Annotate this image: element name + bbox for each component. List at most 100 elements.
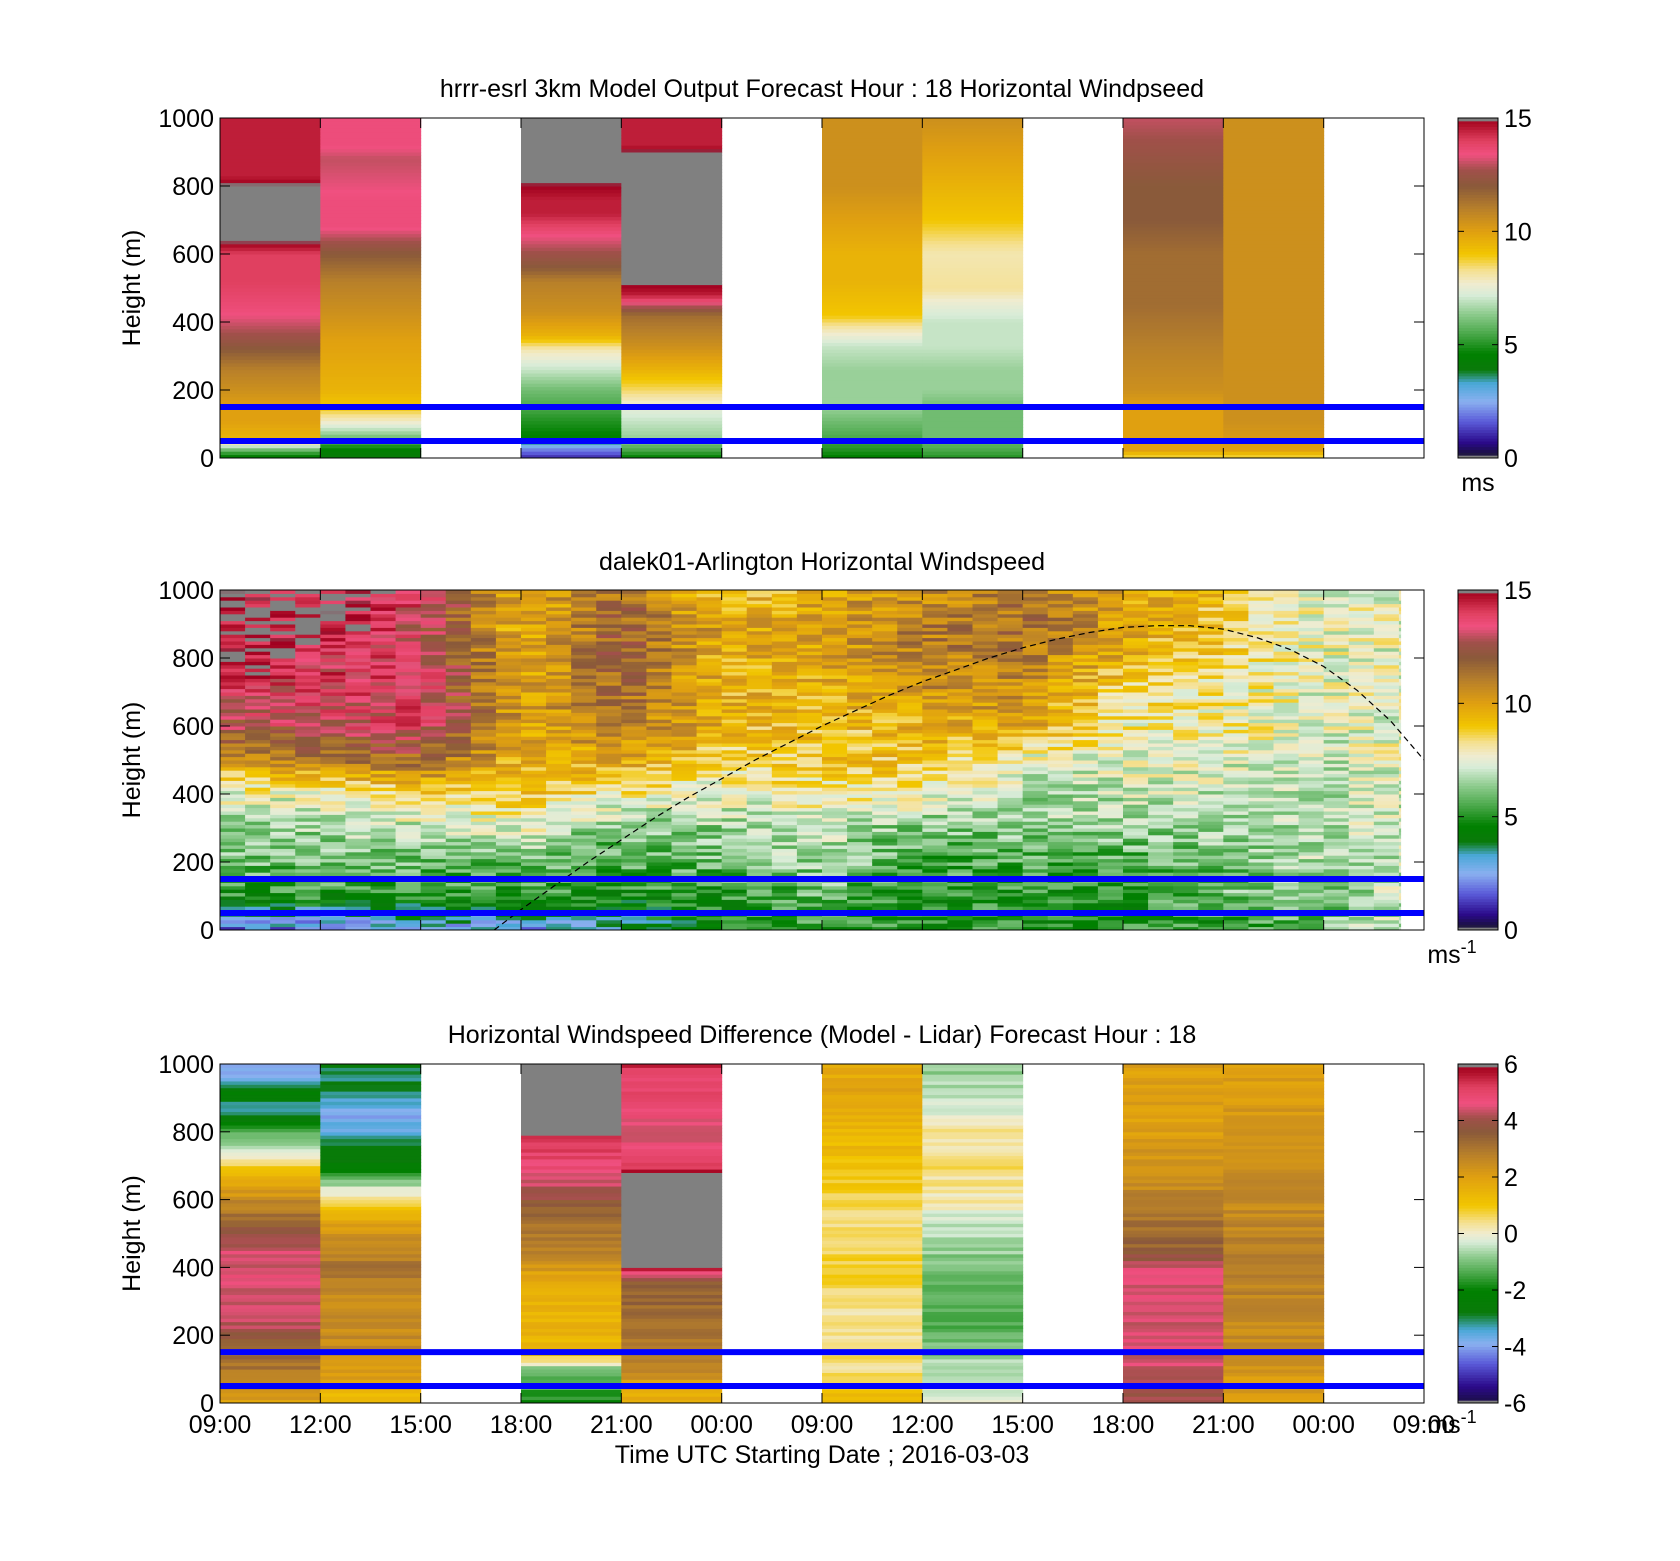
heatmap-cell: [1097, 668, 1124, 673]
heatmap-cell: [997, 899, 1024, 904]
heatmap-cell: [922, 892, 948, 897]
heatmap-cell: [596, 715, 622, 720]
heatmap-cell: [270, 858, 296, 863]
heatmap-cell: [997, 831, 1024, 836]
heatmap-cell: [546, 644, 572, 649]
heatmap-cell: [897, 868, 923, 873]
heatmap-cell: [1047, 596, 1074, 601]
heatmap-cell: [470, 647, 497, 652]
heatmap-cell: [420, 743, 447, 747]
heatmap-cell: [596, 794, 622, 798]
heatmap-cell: [696, 698, 723, 703]
heatmap-cell: [420, 851, 447, 856]
heatmap-cell: [270, 824, 296, 829]
heatmap-cell: [671, 834, 698, 839]
heatmap-cell: [1223, 260, 1325, 265]
heatmap-cell: [671, 760, 698, 764]
heatmap-cell: [320, 824, 346, 829]
heatmap-cell: [696, 841, 723, 846]
heatmap-cell: [521, 821, 547, 826]
heatmap-cell: [771, 787, 798, 792]
heatmap-cell: [646, 739, 672, 744]
heatmap-cell: [420, 896, 447, 900]
heatmap-cell: [521, 885, 547, 890]
heatmap-cell: [270, 790, 296, 795]
heatmap-cell: [345, 834, 371, 839]
heatmap-cell: [897, 777, 923, 781]
heatmap-cell: [521, 596, 547, 601]
heatmap-cell: [1123, 817, 1149, 822]
heatmap-cell: [621, 288, 723, 292]
heatmap-cell: [345, 678, 371, 683]
heatmap-cell: [1223, 410, 1325, 415]
heatmap-cell: [345, 749, 371, 754]
heatmap-cell: [420, 739, 447, 744]
heatmap-cell: [1123, 417, 1224, 422]
heatmap-cell: [1148, 902, 1174, 907]
heatmap-cell: [320, 709, 346, 713]
heatmap-cell: [1223, 254, 1325, 258]
heatmap-cell: [671, 715, 698, 720]
heatmap-cell: [571, 610, 597, 615]
heatmap-cell: [822, 865, 848, 870]
heatmap-cell: [521, 131, 622, 136]
heatmap-cell: [445, 824, 472, 829]
heatmap-cell: [822, 430, 923, 435]
heatmap-cell: [847, 787, 873, 792]
heatmap-cell: [395, 753, 422, 758]
heatmap-cell: [1198, 777, 1224, 781]
heatmap-cell: [771, 685, 798, 690]
heatmap-cell: [922, 165, 1024, 170]
heatmap-cell: [621, 250, 723, 255]
heatmap-cell: [495, 630, 522, 635]
heatmap-cell: [696, 749, 723, 754]
heatmap-cell: [1173, 787, 1199, 792]
heatmap-cell: [1173, 671, 1199, 676]
heatmap-cell: [1047, 709, 1074, 713]
heatmap-cell: [897, 709, 923, 713]
heatmap-cell: [1223, 284, 1325, 289]
heatmap-cell: [621, 206, 723, 211]
heatmap-cell: [220, 926, 246, 931]
heatmap-cell: [621, 152, 723, 156]
heatmap-cell: [872, 596, 898, 601]
heatmap-cell: [897, 671, 923, 676]
heatmap-cell: [546, 749, 572, 754]
heatmap-cell: [345, 855, 371, 860]
heatmap-cell: [521, 668, 547, 673]
heatmap-cell: [295, 637, 321, 642]
heatmap-cell: [872, 777, 898, 781]
heatmap-cell: [1198, 848, 1224, 853]
heatmap-cell: [395, 841, 422, 846]
heatmap-cell: [1022, 862, 1049, 866]
heatmap-cell: [972, 885, 999, 890]
heatmap-cell: [220, 749, 246, 754]
heatmap-cell: [220, 305, 321, 309]
heatmap-cell: [1123, 824, 1149, 829]
heatmap-cell: [220, 138, 321, 143]
heatmap-cell: [1173, 641, 1199, 645]
heatmap-cell: [646, 668, 672, 673]
heatmap-cell: [470, 896, 497, 900]
heatmap-cell: [621, 311, 723, 316]
heatmap-cell: [1198, 858, 1224, 863]
heatmap-cell: [1097, 661, 1124, 666]
heatmap-cell: [922, 281, 1024, 286]
heatmap-cell: [746, 627, 773, 632]
heatmap-cell: [922, 376, 1024, 381]
heatmap-cell: [947, 661, 973, 666]
heatmap-cell: [922, 454, 1024, 459]
heatmap-cell: [596, 726, 622, 730]
heatmap-cell: [1198, 651, 1224, 656]
heatmap-cell: [696, 715, 723, 720]
heatmap-cell: [771, 664, 798, 669]
heatmap-cell: [596, 848, 622, 853]
heatmap-cell: [295, 926, 321, 931]
heatmap-cell: [796, 685, 823, 690]
heatmap-cell: [872, 732, 898, 737]
heatmap-cell: [1148, 783, 1174, 788]
heatmap-cell: [897, 627, 923, 632]
heatmap-cell: [721, 926, 748, 931]
heatmap-cell: [320, 804, 346, 809]
heatmap-cell: [822, 138, 923, 143]
